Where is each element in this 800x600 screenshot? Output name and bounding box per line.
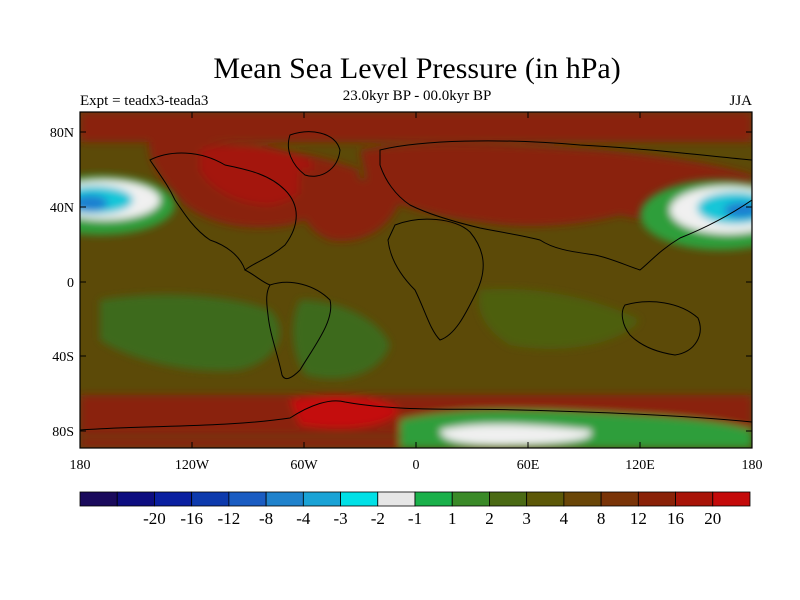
coastlines	[80, 131, 752, 431]
antarctic-bottom-band	[80, 438, 400, 448]
colorbar-swatch	[600, 491, 639, 507]
colorbar-swatch	[302, 491, 341, 507]
lat-tick-label: 80S	[52, 425, 74, 440]
colorbar-swatch	[116, 491, 155, 507]
colorbar-swatch	[637, 491, 676, 507]
colorbar-label: -4	[296, 509, 311, 528]
colorbar-swatch	[414, 491, 453, 507]
map-title: Mean Sea Level Pressure (in hPa)	[213, 52, 621, 85]
colorbar-labels: -20 -16 -12 -8 -4 -3 -2 -1 1 2 3 4 8 12 16 20	[143, 509, 721, 528]
lat-tick-label: 40N	[50, 201, 74, 216]
lat-axis: 80N 40N 0 40S 80S	[50, 126, 752, 440]
australia-coast	[621, 301, 701, 356]
lon-tick-label: 60W	[290, 458, 318, 473]
colorbar-label: -20	[143, 509, 166, 528]
colorbar-label: 2	[485, 509, 494, 528]
colorbar-label: -16	[180, 509, 203, 528]
colorbar-label: 12	[630, 509, 647, 528]
colorbar-label: -12	[218, 509, 241, 528]
lon-tick-label: 60E	[517, 458, 540, 473]
south-atlantic-low-region	[293, 300, 390, 379]
colorbar-label: 16	[667, 509, 684, 528]
south-america-coast	[266, 281, 332, 380]
colorbar-label: 3	[522, 509, 531, 528]
colorbar-label: -3	[333, 509, 347, 528]
greenland-coast	[287, 131, 341, 177]
colorbar-swatch	[563, 491, 602, 507]
colorbar-label: -1	[408, 509, 422, 528]
period-label: 23.0kyr BP - 00.0kyr BP	[342, 88, 492, 104]
colorbar-label: -8	[259, 509, 273, 528]
colorbar-label: 4	[560, 509, 569, 528]
colorbar-swatch	[377, 491, 416, 507]
colorbar-swatch	[265, 491, 304, 507]
lat-tick-label: 40S	[52, 350, 74, 365]
lon-axis: 180 120W 60W 0 60E 120E 180	[70, 112, 763, 473]
colorbar	[79, 491, 751, 507]
season-label: JJA	[729, 93, 752, 109]
colorbar-swatch	[489, 491, 528, 507]
antarctica-coast	[80, 400, 752, 431]
lat-tick-label: 0	[67, 276, 74, 291]
colorbar-label: 8	[597, 509, 606, 528]
colorbar-swatch	[712, 491, 751, 507]
weddell-high-region	[290, 394, 400, 429]
europe-high-region	[298, 170, 400, 241]
north-america-coast	[149, 152, 297, 271]
lon-tick-label: 120E	[625, 458, 655, 473]
indian-ocean-low-region	[478, 289, 640, 349]
eurasia-coast	[379, 140, 752, 271]
antarctic-low-core	[440, 424, 592, 445]
colorbar-swatch	[228, 491, 267, 507]
south-pacific-low-region	[100, 294, 280, 371]
colorbar-swatch	[451, 491, 490, 507]
lon-tick-label: 180	[70, 458, 91, 473]
colorbar-swatch	[526, 491, 565, 507]
colorbar-label: -2	[371, 509, 385, 528]
north-pacific-west-low-core	[80, 195, 108, 211]
north-pacific-east-low-core	[724, 202, 752, 218]
lon-tick-label: 180	[742, 458, 763, 473]
experiment-label: Expt = teadx3-teada3	[80, 93, 209, 109]
colorbar-swatch	[675, 491, 714, 507]
lon-tick-label: 0	[413, 458, 420, 473]
central-america-coast	[244, 269, 271, 286]
africa-coast	[387, 218, 484, 341]
colorbar-swatch	[340, 491, 379, 507]
colorbar-label: 1	[448, 509, 457, 528]
colorbar-swatch	[79, 491, 118, 507]
colorbar-swatch	[191, 491, 230, 507]
lon-tick-label: 120W	[175, 458, 210, 473]
colorbar-label: 20	[704, 509, 721, 528]
colorbar-swatch	[154, 491, 193, 507]
lat-tick-label: 80N	[50, 126, 74, 141]
